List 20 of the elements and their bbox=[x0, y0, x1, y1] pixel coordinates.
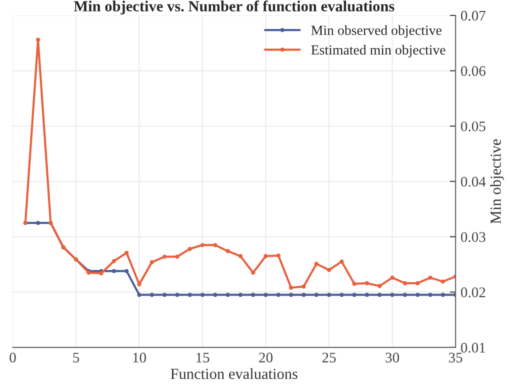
y-tick-label: 0.01 bbox=[460, 342, 486, 353]
y-tick-label: 0.02 bbox=[460, 287, 486, 298]
x-tick-label: 25 bbox=[322, 352, 336, 363]
y-tick-label: 0.04 bbox=[460, 176, 486, 187]
x-tick-label: 5 bbox=[73, 352, 80, 363]
y-tick-label: 0.03 bbox=[460, 232, 486, 242]
x-tick-label: 15 bbox=[196, 352, 210, 363]
y-tick-label: 0.07 bbox=[460, 10, 486, 21]
y-tick-label: 0.06 bbox=[460, 66, 486, 76]
x-axis-title: Function evaluations bbox=[170, 368, 298, 380]
legend-label: Estimated min objective bbox=[311, 44, 446, 58]
x-tick-label: 30 bbox=[386, 352, 400, 363]
x-tick-label: 10 bbox=[133, 352, 146, 363]
legend-label: Min observed objective bbox=[311, 25, 442, 38]
y-axis-title: Min objective bbox=[490, 139, 504, 224]
x-tick-label: 0 bbox=[10, 352, 16, 363]
y-tick-label: 0.05 bbox=[460, 121, 486, 132]
chart-title: Min objective vs. Number of function evaluations bbox=[74, 0, 394, 15]
x-tick-label: 35 bbox=[448, 352, 462, 363]
x-tick-label: 20 bbox=[259, 352, 273, 363]
